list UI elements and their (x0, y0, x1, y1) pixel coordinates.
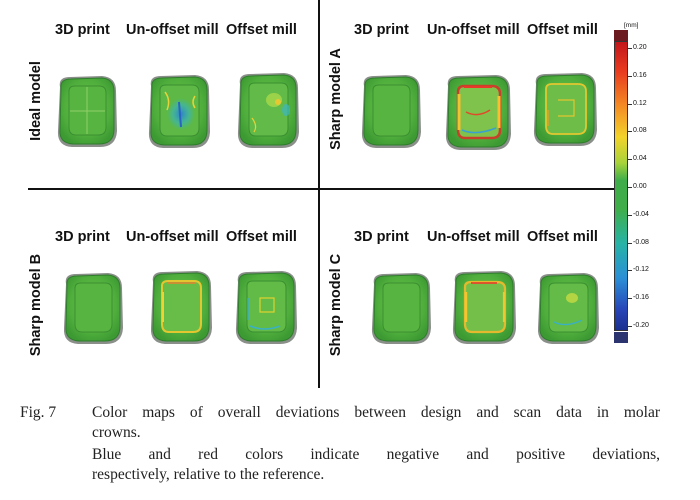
colorbar-tick-label: -0.12 (633, 266, 649, 274)
col-label-unoffset-mill: Un-offset mill (427, 22, 520, 38)
row-label-sharp-model-c: Sharp model C (328, 253, 344, 357)
col-label-offset-mill: Offset mill (527, 22, 598, 38)
crown-ideal-unoffset-mill (148, 75, 210, 148)
divider-vertical (318, 0, 320, 388)
colorbar-tick-label: 0.00 (633, 183, 647, 190)
colorbar-tick-mark (628, 270, 632, 272)
caption-line-4: respectively, relative to the reference. (92, 466, 325, 483)
colorbar-tick-label: -0.16 (633, 294, 649, 302)
colorbar-tick-mark (628, 187, 632, 188)
crown-ideal-offset-mill (237, 73, 299, 148)
row-label-sharp-model-b: Sharp model B (28, 253, 44, 357)
colorbar-tick-label: -0.20 (633, 322, 649, 329)
caption-line-3: Blue and red colors indicate negative an… (92, 446, 660, 463)
colorbar-tick-label: 0.12 (633, 99, 647, 107)
colorbar-tick-mark (628, 159, 632, 161)
divider-horizontal (28, 188, 614, 190)
colorbar-tick-mark (628, 298, 632, 300)
col-label-unoffset-mill: Un-offset mill (427, 229, 520, 245)
colorbar-tick-label: 0.20 (633, 44, 647, 51)
crown-sharp-a-unoffset-mill (445, 75, 511, 150)
colorbar-tick-mark (628, 214, 632, 216)
crown-sharp-b-3d-print (63, 273, 123, 344)
colorbar-tick-mark (628, 242, 632, 244)
colorbar-tick-label: -0.08 (633, 238, 649, 246)
col-label-offset-mill: Offset mill (527, 229, 598, 245)
colorbar-unit: [mm] (624, 22, 639, 29)
crown-sharp-a-offset-mill (533, 73, 597, 146)
crown-sharp-c-offset-mill (537, 273, 599, 344)
col-label-3d-print: 3D print (354, 229, 409, 245)
col-label-3d-print: 3D print (55, 22, 110, 38)
colorbar-tick-label: 0.04 (633, 155, 647, 163)
colorbar-top-cap (614, 30, 628, 41)
colorbar-tick-mark (628, 48, 632, 49)
crown-ideal-3d-print (57, 76, 117, 147)
figure-panel: 3D print Un-offset mill Offset mill 3D p… (28, 0, 649, 388)
col-label-offset-mill: Offset mill (226, 22, 297, 38)
colorbar (614, 41, 628, 331)
col-label-3d-print: 3D print (55, 229, 110, 245)
col-label-unoffset-mill: Un-offset mill (126, 22, 219, 38)
crown-sharp-b-unoffset-mill (150, 271, 212, 344)
crown-sharp-a-3d-print (361, 75, 421, 148)
caption-line-2: crowns. (92, 424, 141, 441)
caption-figure-number: Fig. 7 (20, 404, 57, 421)
row-label-sharp-model-a: Sharp model A (328, 48, 344, 150)
colorbar-tick-mark (628, 103, 632, 105)
caption-line-1: Color maps of overall deviations between… (92, 404, 660, 421)
colorbar-tick-mark (628, 131, 632, 133)
col-label-3d-print: 3D print (354, 22, 409, 38)
colorbar-tick-label: -0.04 (633, 210, 649, 218)
colorbar-tick-mark (628, 326, 632, 327)
colorbar-bottom-cap (614, 332, 628, 343)
col-label-unoffset-mill: Un-offset mill (126, 229, 219, 245)
colorbar-tick-label: 0.16 (633, 71, 647, 79)
crown-sharp-c-unoffset-mill (452, 271, 516, 344)
colorbar-tick-mark (628, 75, 632, 77)
col-label-offset-mill: Offset mill (226, 229, 297, 245)
crown-sharp-b-offset-mill (235, 271, 297, 344)
colorbar-tick-label: 0.08 (633, 127, 647, 135)
row-label-ideal-model: Ideal model (28, 61, 44, 141)
crown-sharp-c-3d-print (371, 273, 431, 344)
